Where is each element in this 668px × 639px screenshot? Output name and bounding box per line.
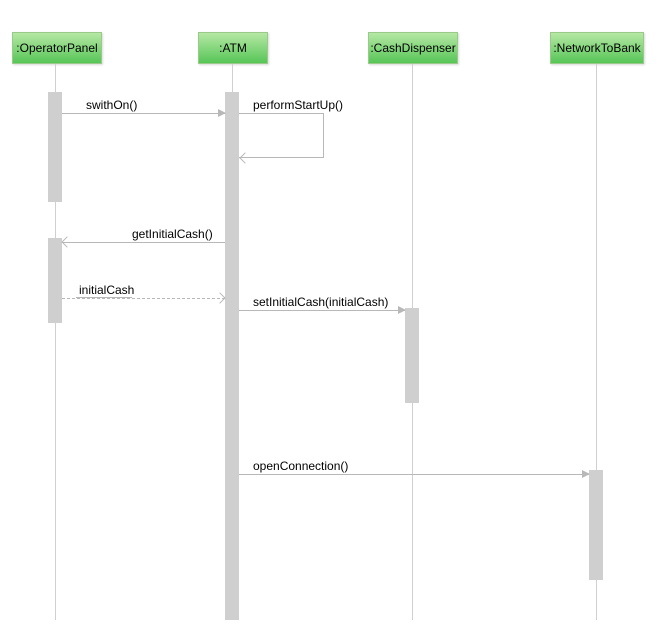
msg-setinitialcash xyxy=(239,310,405,311)
activation-operator-1 xyxy=(48,92,62,202)
msg-label: setInitialCash(initialCash) xyxy=(253,295,388,309)
msg-initialcash xyxy=(62,298,225,299)
lifeline-head-bank: :NetworkToBank xyxy=(550,32,644,64)
msg-label: initialCash xyxy=(79,283,134,297)
msg-label: swithOn() xyxy=(86,98,137,112)
activation-operator-2 xyxy=(48,238,62,323)
lifeline-head-cash: :CashDispenser xyxy=(368,32,458,64)
msg-label: performStartUp() xyxy=(253,98,343,112)
msg-openconnection xyxy=(239,474,589,475)
lifeline-label: :ATM xyxy=(219,41,247,55)
arrowhead-icon xyxy=(214,292,225,303)
activation-atm xyxy=(225,92,239,620)
lifeline-label: :CashDispenser xyxy=(370,41,455,55)
msg-getinitialcash xyxy=(62,242,225,243)
msg-performstartup-path xyxy=(239,113,324,158)
lifeline-label: :OperatorPanel xyxy=(16,41,97,55)
msg-label-underline xyxy=(76,297,132,298)
arrowhead-icon xyxy=(582,470,590,478)
msg-label: openConnection() xyxy=(253,459,348,473)
arrowhead-icon xyxy=(398,306,406,314)
lifeline-head-operator: :OperatorPanel xyxy=(12,32,102,64)
msg-switchon xyxy=(62,113,225,114)
sequence-diagram: :OperatorPanel :ATM :CashDispenser :Netw… xyxy=(0,0,668,639)
lifeline-label: :NetworkToBank xyxy=(553,41,640,55)
arrowhead-icon xyxy=(61,236,72,247)
lifeline-head-atm: :ATM xyxy=(198,32,268,64)
activation-bank xyxy=(589,470,603,580)
arrowhead-icon xyxy=(218,109,226,117)
activation-cash xyxy=(405,308,419,403)
msg-label: getInitialCash() xyxy=(132,227,213,241)
